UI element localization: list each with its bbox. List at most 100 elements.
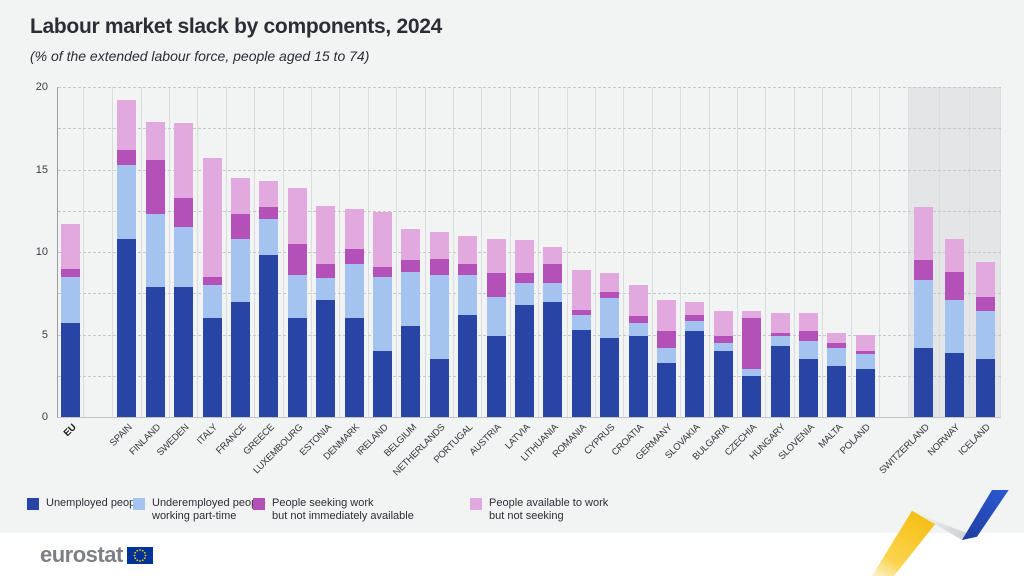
segment-people-available-to-work (230, 177, 250, 215)
bar-cyprus (600, 87, 620, 417)
segment-underemployed-people-wor (770, 336, 790, 347)
segment-people-available-to-work (975, 261, 995, 297)
segment-underemployed-people-wor (799, 341, 819, 360)
segment-people-available-to-work (543, 247, 563, 264)
segment-underemployed-people-wor (401, 271, 421, 327)
segment-unemployed-people (145, 286, 165, 417)
segment-people-seeking-work-but- (945, 271, 965, 300)
segment-people-seeking-work-but- (230, 214, 250, 239)
segment-underemployed-people-wor (230, 238, 250, 302)
segment-underemployed-people-wor (914, 280, 934, 348)
column-belgium: BELGIUM (382, 87, 426, 459)
segment-people-seeking-work-but- (571, 309, 591, 315)
segment-underemployed-people-wor (202, 285, 222, 318)
column-italy: ITALY (195, 87, 227, 447)
segment-unemployed-people (401, 326, 421, 417)
segment-underemployed-people-wor (827, 347, 847, 366)
bar-malta (827, 87, 847, 417)
segment-people-seeking-work-but- (117, 149, 137, 165)
segment-unemployed-people (230, 301, 250, 417)
y-axis-tick: 15 (35, 163, 48, 176)
segment-people-available-to-work (61, 223, 81, 269)
legend-swatch-unemployed (27, 498, 39, 510)
trend-ribbon-graphic (872, 490, 1009, 576)
column-romania: ROMANIA (551, 87, 596, 460)
legend-swatch-available-not-seeking (470, 498, 482, 510)
segment-underemployed-people-wor (514, 283, 534, 305)
legend-swatch-underemployed (133, 498, 145, 510)
bar-estonia (316, 87, 336, 417)
segment-underemployed-people-wor (543, 283, 563, 302)
column-malta: MALTA (816, 87, 852, 450)
segment-people-available-to-work (827, 332, 847, 343)
footer-bar: eurostat (0, 533, 1024, 576)
bar-switzerland (914, 87, 934, 417)
segment-people-seeking-work-but- (855, 351, 875, 355)
legend-swatch-seeking-not-available (253, 498, 265, 510)
legend-label: People available to work (489, 497, 609, 509)
segment-underemployed-people-wor (458, 275, 478, 315)
segment-unemployed-people (827, 365, 847, 417)
segment-people-available-to-work (628, 285, 648, 317)
bar-lithuania (543, 87, 563, 417)
segment-people-seeking-work-but- (827, 342, 847, 348)
column-croatia: CROATIA (610, 87, 653, 458)
legend-label: Underemployed people (152, 497, 266, 509)
segment-people-available-to-work (202, 157, 222, 277)
segment-unemployed-people (174, 286, 194, 417)
category-label-italy: ITALY (195, 422, 220, 447)
segment-unemployed-people (486, 336, 506, 417)
bar-croatia (628, 87, 648, 417)
segment-unemployed-people (770, 346, 790, 417)
segment-people-seeking-work-but- (742, 318, 762, 370)
segment-underemployed-people-wor (855, 354, 875, 370)
bar-denmark (344, 87, 364, 417)
segment-people-available-to-work (945, 238, 965, 272)
y-axis-tick: 0 (41, 411, 48, 423)
segment-people-available-to-work (600, 273, 620, 292)
segment-unemployed-people (344, 318, 364, 417)
segment-unemployed-people (259, 255, 279, 417)
column-lithuania: LITHUANIA (519, 87, 568, 464)
segment-underemployed-people-wor (571, 314, 591, 330)
segment-people-available-to-work (514, 240, 534, 274)
column-denmark: DENMARK (321, 87, 369, 462)
category-label-norway: NORWAY (926, 422, 963, 459)
chart-subtitle: (% of the extended labour force, people … (30, 48, 370, 64)
column-ireland: IRELAND (354, 87, 398, 458)
segment-unemployed-people (372, 351, 392, 417)
segment-people-available-to-work (713, 311, 733, 337)
segment-people-seeking-work-but- (914, 260, 934, 281)
segment-people-available-to-work (685, 301, 705, 315)
y-axis-tick: 5 (41, 328, 48, 341)
segment-unemployed-people (202, 318, 222, 417)
segment-people-seeking-work-but- (713, 336, 733, 343)
segment-people-seeking-work-but- (145, 159, 165, 215)
bar-latvia (514, 87, 534, 417)
segment-unemployed-people (571, 329, 591, 417)
column-sweden: SWEDEN (155, 87, 199, 458)
legend-item-seeking-not-available: People seeking work but not immediately … (253, 497, 414, 523)
column-latvia: LATVIA (503, 87, 540, 452)
bar-italy (202, 87, 222, 417)
segment-underemployed-people-wor (145, 214, 165, 287)
column-poland: POLAND (839, 87, 881, 457)
bar-greece (259, 87, 279, 417)
segment-people-available-to-work (855, 334, 875, 352)
segment-unemployed-people (458, 314, 478, 417)
bar-eu (61, 87, 81, 417)
segment-unemployed-people (514, 304, 534, 417)
segment-people-available-to-work (117, 100, 137, 150)
column-eu: EU (58, 87, 85, 439)
segment-unemployed-people (429, 359, 449, 417)
segment-people-available-to-work (259, 181, 279, 208)
segment-people-seeking-work-but- (344, 248, 364, 264)
segment-unemployed-people (628, 336, 648, 417)
legend-label: People seeking work (272, 497, 374, 509)
segment-unemployed-people (316, 299, 336, 417)
segment-underemployed-people-wor (429, 275, 449, 360)
segment-unemployed-people (543, 301, 563, 417)
legend-item-unemployed: Unemployed people (27, 497, 144, 510)
column-netherlands: NETHERLANDS (391, 87, 454, 478)
y-axis-tick: 10 (35, 246, 48, 258)
